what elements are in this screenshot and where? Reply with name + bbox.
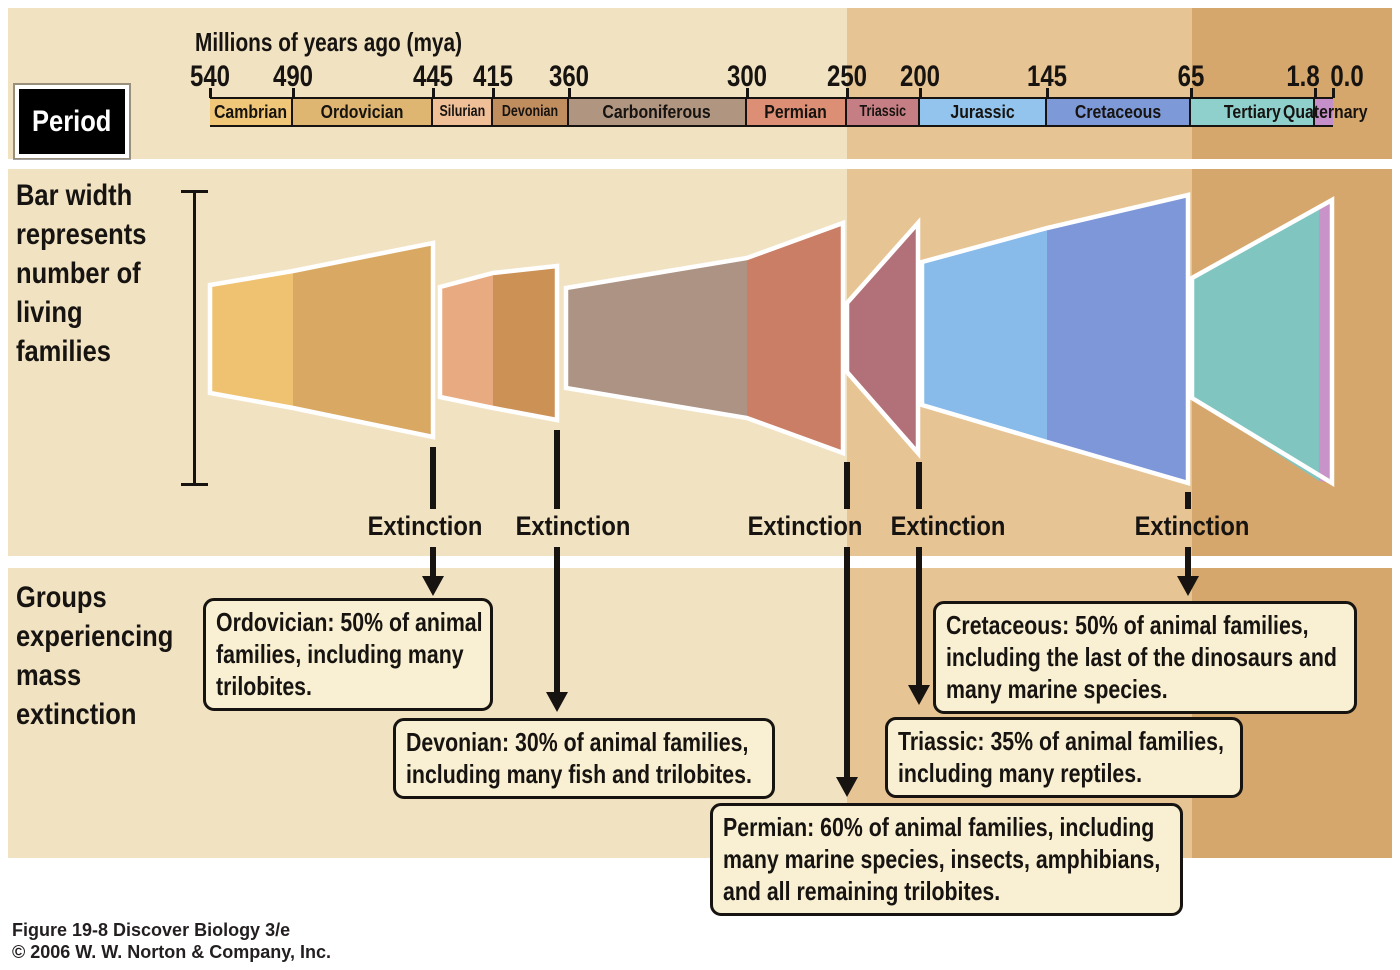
period-bar-segment-triassic: Triassic bbox=[847, 99, 920, 125]
extinction-box-ordovician: Ordovician: 50% of animal families, inclu… bbox=[203, 598, 493, 711]
period-bar-segment-cambrian: Cambrian bbox=[210, 99, 293, 125]
extinction-label: Extinction bbox=[515, 511, 631, 541]
timeline-tick-value: 300 bbox=[726, 60, 768, 93]
extinction-box-line: and all remaining trilobites. bbox=[723, 876, 1001, 906]
extinction-box-permian: Permian: 60% of animal families, includi… bbox=[710, 803, 1183, 916]
timeline-tick-value: 540 bbox=[189, 60, 231, 93]
extinction-box-line: trilobites. bbox=[216, 671, 312, 701]
extinction-box-triassic: Triassic: 35% of animal families, includi… bbox=[885, 717, 1243, 798]
period-bar-label: Jurassic bbox=[950, 101, 1015, 122]
extinction-label: Extinction bbox=[747, 511, 863, 541]
period-bar: Cambrian Ordovician Silurian Devonian Carbon… bbox=[210, 97, 1333, 127]
period-bar-segment-permian: Permian bbox=[747, 99, 847, 125]
timeline-tick bbox=[432, 88, 435, 98]
period-label-tag: Period bbox=[15, 85, 129, 158]
timeline-tick bbox=[1332, 88, 1335, 98]
extinction-box-line: Cretaceous: 50% of animal families, bbox=[946, 610, 1309, 640]
period-bar-label: Cambrian bbox=[213, 101, 288, 122]
groups-note: Groups experiencing mass extinction bbox=[16, 581, 174, 731]
timeline-tick bbox=[492, 88, 495, 98]
extinction-box-line: families, including many bbox=[216, 639, 464, 669]
period-bar-label: Triassic bbox=[859, 103, 906, 120]
timeline-tick bbox=[919, 88, 922, 98]
extinction-box-line: including the last of the dinosaurs and bbox=[946, 642, 1337, 672]
timeline-tick bbox=[568, 88, 571, 98]
timeline-tick-value: 415 bbox=[472, 60, 514, 93]
extinction-box-line: including many fish and trilobites. bbox=[406, 759, 752, 789]
timeline-tick-value: 1.8 bbox=[1286, 60, 1320, 93]
period-bar-segment-silurian: Silurian bbox=[433, 99, 493, 125]
extinction-box-line: Permian: 60% of animal families, includi… bbox=[723, 812, 1155, 842]
timeline-tick bbox=[846, 88, 849, 98]
period-bar-segment-jurassic: Jurassic bbox=[920, 99, 1047, 125]
extinction-box-line: many marine species, insects, amphibians… bbox=[723, 844, 1161, 874]
period-bar-label: Ordovician bbox=[320, 101, 404, 122]
extinction-label: Extinction bbox=[1134, 511, 1250, 541]
timeline-tick-value: 445 bbox=[412, 60, 454, 93]
extinction-label: Extinction bbox=[890, 511, 1006, 541]
period-bar-label: Tertiary bbox=[1223, 101, 1281, 122]
timeline-tick-value: 490 bbox=[272, 60, 314, 93]
timeline-tick-value: 65 bbox=[1177, 60, 1205, 93]
period-bar-label: Permian bbox=[764, 101, 828, 122]
timeline-tick-value: 360 bbox=[548, 60, 590, 93]
period-bar-label: Devonian bbox=[501, 103, 559, 120]
period-bar-label-quaternary: Quaternary bbox=[1283, 102, 1368, 122]
timeline-section-background bbox=[8, 8, 1392, 159]
extinction-box-cretaceous: Cretaceous: 50% of animal families, inclu… bbox=[933, 601, 1357, 714]
timeline-tick bbox=[746, 88, 749, 98]
period-bar-segment-quaternary bbox=[1315, 99, 1333, 125]
timeline-tick bbox=[1314, 88, 1317, 98]
timeline-tick-value: 200 bbox=[899, 60, 941, 93]
timeline-tick bbox=[1046, 88, 1049, 98]
timeline-tick bbox=[209, 88, 212, 98]
period-bar-segment-cretaceous: Cretaceous bbox=[1047, 99, 1191, 125]
extinction-box-line: Ordovician: 50% of animal bbox=[216, 607, 483, 637]
extinction-box-line: Triassic: 35% of animal families, bbox=[898, 726, 1224, 756]
period-bar-segment-carboniferous: Carboniferous bbox=[569, 99, 747, 125]
timeline-title: Millions of years ago (mya) bbox=[195, 27, 462, 57]
bar-width-note: Bar width represents number of living fa… bbox=[16, 179, 147, 368]
extinction-label: Extinction bbox=[367, 511, 483, 541]
period-bar-label: Carboniferous bbox=[602, 101, 712, 122]
figure-caption: Figure 19-8 Discover Biology 3/e © 2006 … bbox=[12, 919, 331, 963]
extinction-box-line: many marine species. bbox=[946, 674, 1168, 704]
period-bar-segment-devonian: Devonian bbox=[493, 99, 569, 125]
funnel-section-background bbox=[8, 169, 1392, 556]
period-label: Period bbox=[32, 104, 112, 138]
timeline-tick-value: 0.0 bbox=[1330, 60, 1364, 93]
period-bar-segment-tertiary: Tertiary bbox=[1191, 99, 1315, 125]
figure-caption-line1: Figure 19-8 Discover Biology 3/e bbox=[12, 920, 291, 940]
period-bar-label: Silurian bbox=[439, 103, 485, 120]
period-bar-segment-ordovician: Ordovician bbox=[293, 99, 433, 125]
extinction-box-line: Devonian: 30% of animal families, bbox=[406, 727, 749, 757]
extinction-box-devonian: Devonian: 30% of animal families, includi… bbox=[393, 718, 775, 799]
timeline-tick bbox=[292, 88, 295, 98]
timeline-tick bbox=[1190, 88, 1193, 98]
period-bar-label: Cretaceous bbox=[1074, 101, 1162, 122]
timeline-tick-value: 250 bbox=[826, 60, 868, 93]
extinction-box-line: including many reptiles. bbox=[898, 758, 1143, 788]
timeline-tick-value: 145 bbox=[1026, 60, 1068, 93]
figure-caption-line2: © 2006 W. W. Norton & Company, Inc. bbox=[12, 942, 331, 962]
